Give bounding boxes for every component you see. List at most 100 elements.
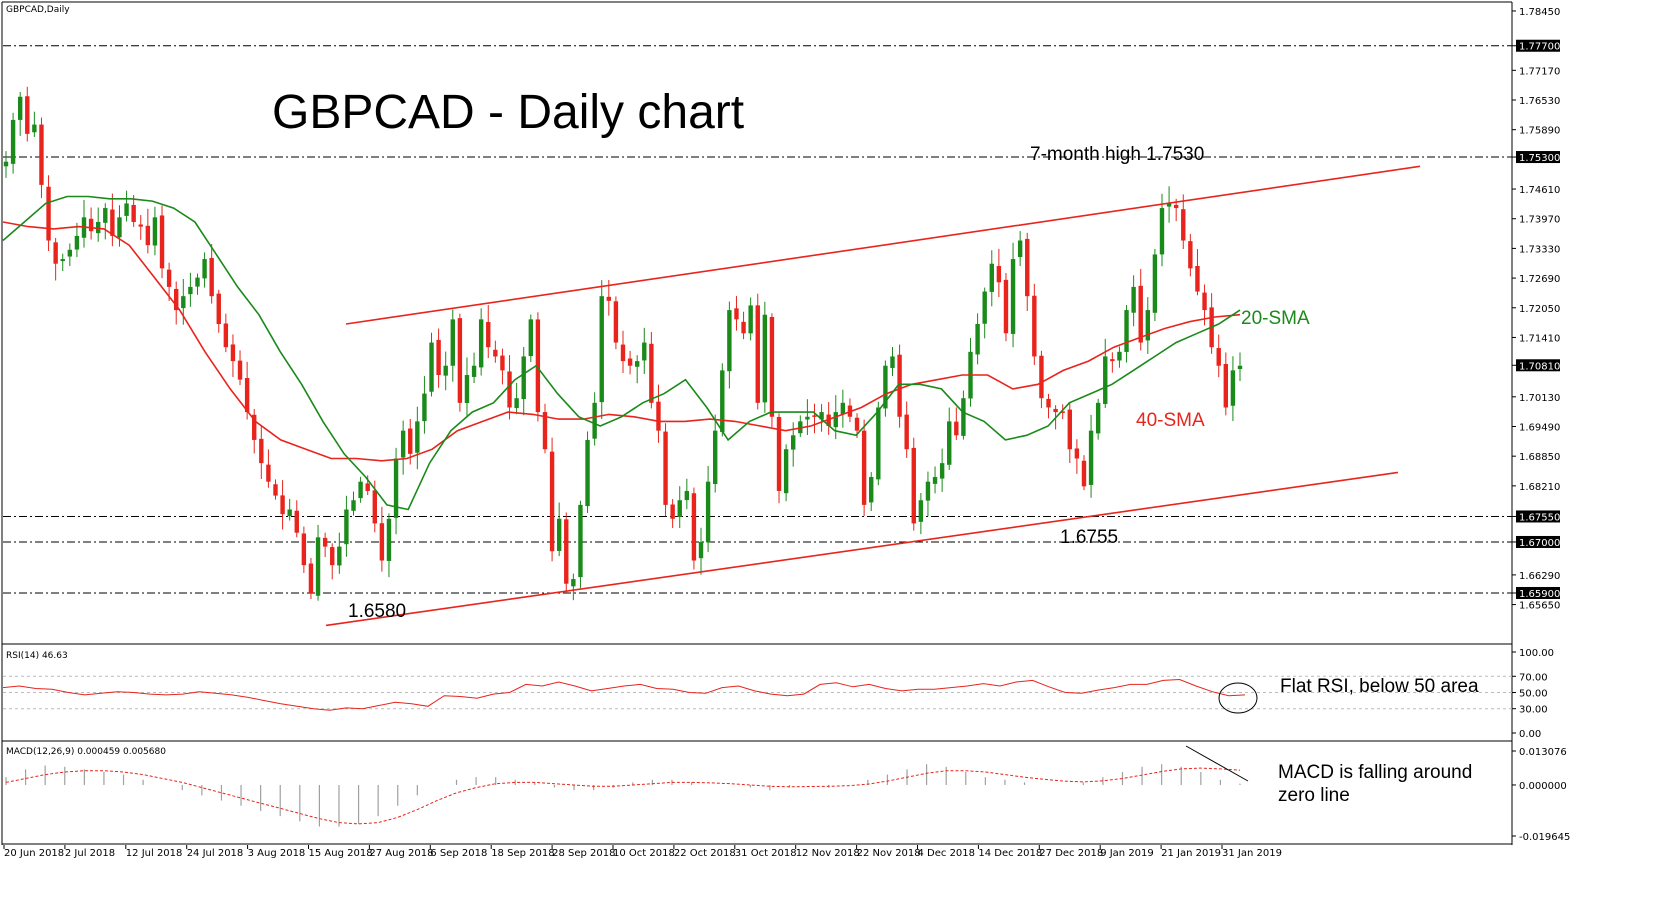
candle-body: [74, 235, 80, 250]
candle-body: [25, 96, 30, 134]
candle-body: [599, 296, 604, 403]
candle-body: [237, 360, 243, 380]
candle-body: [1032, 295, 1037, 357]
macd-signal-line: [5, 767, 1241, 825]
candle-body: [1003, 279, 1009, 334]
candle-body: [918, 500, 924, 522]
annotation-sma40: 40-SMA: [1136, 410, 1205, 431]
candle-body: [996, 266, 1002, 283]
candle-body: [443, 365, 448, 376]
candle-body: [188, 286, 193, 295]
candle-body: [10, 119, 16, 164]
macd-label: MACD(12,26,9) 0.000459 0.005680: [6, 747, 166, 757]
candle-body: [712, 430, 718, 484]
moving-averages: [2, 195, 1241, 511]
candle-body: [110, 209, 115, 236]
candle-body: [181, 296, 186, 309]
candle-body: [216, 293, 221, 324]
candle-body: [670, 504, 675, 519]
rsi-panel: 100.00 70.00 50.00 30.00 0.00: [2, 648, 1554, 740]
candle-body: [436, 339, 441, 376]
candle-body: [783, 449, 789, 494]
rsi-tick-label: 30.00: [1519, 705, 1548, 716]
candle-body: [585, 439, 590, 507]
candle-body: [890, 356, 895, 368]
time-tick-label: 12 Jul 2018: [126, 848, 183, 859]
candle-body: [117, 217, 122, 238]
price-level-lines: [3, 45, 1512, 594]
candle-body: [812, 415, 817, 417]
candle-body: [620, 344, 626, 362]
price-tick-label: 1.67550: [1519, 512, 1560, 523]
candle-body: [138, 224, 143, 227]
candle-body: [542, 412, 548, 450]
channel-lower-line: [325, 471, 1399, 627]
candle-body: [1095, 402, 1101, 434]
price-tick-label: 1.67000: [1519, 538, 1560, 549]
candle-body: [939, 463, 945, 479]
time-tick-label: 22 Oct 2018: [674, 848, 736, 859]
price-tick-label: 1.74610: [1519, 185, 1560, 196]
candle-body: [684, 490, 690, 501]
candle-body: [202, 259, 207, 279]
candle-body: [1067, 409, 1072, 450]
time-tick-label: 2 Jul 2018: [65, 848, 115, 859]
candle-body: [422, 393, 427, 422]
candle-body: [1195, 265, 1200, 292]
candle-body: [769, 316, 775, 417]
candle-body: [159, 215, 165, 269]
price-tick-label: 1.75890: [1519, 126, 1560, 137]
rsi-label: RSI(14) 46.63: [6, 651, 68, 661]
price-tick-label: 1.77700: [1519, 42, 1560, 53]
candle-body: [1117, 351, 1122, 361]
candle-body: [372, 490, 377, 524]
candle-body: [911, 447, 916, 524]
price-tick-label: 1.65900: [1519, 589, 1560, 600]
candle-body: [642, 342, 647, 361]
candle-body: [627, 358, 633, 366]
annotation-low-16755: 1.6755: [1060, 527, 1118, 548]
candle-body: [1074, 448, 1080, 459]
candle-body: [975, 324, 980, 355]
candle-body: [954, 421, 959, 436]
candle-body: [776, 416, 782, 491]
time-tick-label: 24 Jul 2018: [187, 848, 244, 859]
candle-body: [124, 203, 129, 216]
candle-body: [1060, 411, 1065, 413]
candle-body: [330, 547, 335, 566]
price-level-badge: [1516, 510, 1560, 523]
candle-body: [1202, 292, 1207, 311]
candle-body: [791, 435, 796, 450]
sma20-line: [2, 195, 1241, 511]
time-tick-label: 20 Jun 2018: [4, 848, 64, 859]
candle-body: [876, 407, 881, 480]
candle-body: [1145, 310, 1151, 341]
candle-body: [840, 402, 846, 415]
candle-body: [883, 365, 888, 409]
candle-body: [720, 370, 725, 433]
candle-body: [578, 504, 583, 578]
candle-body: [1039, 355, 1044, 399]
candle-body: [932, 477, 938, 484]
candle-body: [1124, 310, 1129, 352]
candle-body: [351, 500, 356, 511]
time-tick-label: 6 Sep 2018: [430, 848, 487, 859]
rsi-tick-label: 70.00: [1519, 672, 1548, 683]
price-level-badge: [1516, 151, 1560, 164]
candle-body: [457, 318, 463, 403]
candle-body: [1138, 285, 1143, 343]
macd-tick-label: 0.000000: [1519, 781, 1567, 792]
price-tick-label: 1.69490: [1519, 422, 1560, 433]
candle-body: [961, 398, 966, 436]
candle-body: [60, 259, 65, 262]
price-level-badge: [1516, 535, 1560, 548]
candle-body: [344, 509, 349, 545]
chart-symbol-label: GBPCAD,Daily: [6, 5, 70, 15]
time-tick-label: 4 Dec 2018: [918, 848, 976, 859]
candle-body: [869, 477, 874, 503]
price-tick-label: 1.77170: [1519, 66, 1560, 77]
candle-body: [861, 430, 867, 505]
candle-body: [1046, 398, 1051, 408]
